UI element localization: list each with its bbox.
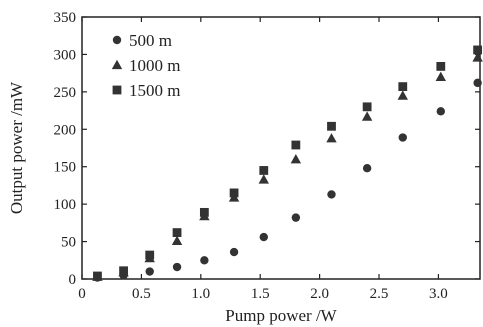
y-axis-title: Output power /mW (7, 81, 26, 214)
y-tick-label: 200 (54, 122, 77, 138)
y-tick-label: 0 (69, 272, 77, 288)
x-tick-label: 1.0 (191, 286, 210, 302)
data-point-square (473, 45, 483, 55)
data-point-circle (398, 133, 407, 142)
y-tick-label: 250 (54, 85, 77, 101)
data-point-square (291, 140, 301, 150)
y-tick-label: 300 (54, 47, 77, 63)
x-tick-label: 0 (78, 286, 86, 302)
data-point-circle (145, 267, 154, 276)
x-tick-label: 2.0 (310, 286, 329, 302)
data-point-square (199, 207, 209, 217)
data-point-circle (291, 213, 301, 222)
x-axis-title: Pump power /W (225, 306, 337, 325)
data-point-square (172, 228, 182, 237)
data-point-square (362, 102, 372, 112)
legend-marker-triangle (111, 59, 123, 70)
data-point-triangle (397, 90, 408, 100)
data-point-triangle (361, 111, 373, 121)
data-point-triangle (472, 52, 483, 62)
y-tick-label: 50 (61, 235, 76, 251)
data-point-square (398, 82, 408, 92)
data-point-triangle (290, 154, 302, 164)
y-tick-label: 100 (54, 197, 77, 213)
data-point-circle (362, 164, 372, 173)
legend-label: 1500 m (129, 81, 180, 100)
y-tick-label: 150 (54, 160, 77, 176)
data-point-triangle (326, 133, 337, 143)
data-point-triangle (171, 235, 183, 245)
data-point-triangle (435, 71, 446, 82)
data-point-circle (473, 78, 482, 88)
y-tick-label: 350 (54, 10, 77, 26)
data-point-circle (200, 256, 209, 265)
plot-frame (81, 16, 481, 280)
data-point-circle (259, 232, 268, 242)
data-point-circle (172, 262, 182, 272)
data-point-square (93, 271, 102, 281)
data-point-square (436, 62, 446, 71)
x-tick-label: 2.5 (370, 286, 389, 302)
data-point-square (145, 250, 155, 260)
legend-label: 1000 m (129, 56, 180, 75)
legend-marker-square (112, 85, 122, 95)
data-point-square (259, 166, 269, 175)
legend-marker-circle (112, 35, 122, 45)
x-tick-label: 1.5 (251, 286, 270, 302)
x-tick-label: 3.0 (429, 286, 448, 302)
x-tick-label: 0.5 (132, 286, 151, 302)
legend: 500 m 1000 m 1500 m (111, 31, 180, 100)
data-point-square (119, 266, 128, 276)
data-point-circle (436, 107, 445, 116)
data-point-square (327, 121, 336, 131)
data-point-triangle (258, 174, 269, 184)
y-axis-ticks: 0 50 100 150 200 250 300 350 (54, 10, 480, 288)
data-point-square (229, 188, 239, 198)
data-marks (92, 45, 483, 282)
legend-label: 500 m (129, 31, 172, 50)
data-point-circle (229, 247, 239, 257)
x-axis-ticks: 0 0.5 1.0 1.5 2.0 2.5 3.0 (78, 17, 448, 302)
data-point-circle (327, 190, 336, 199)
